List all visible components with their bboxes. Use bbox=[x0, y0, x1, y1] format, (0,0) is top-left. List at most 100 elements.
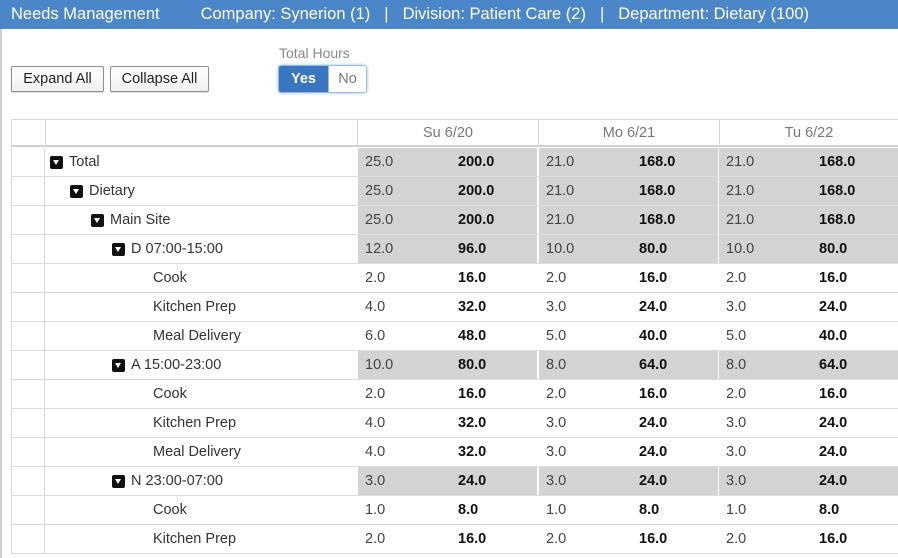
total-hours-toggle[interactable]: Yes No bbox=[278, 65, 367, 93]
staff-count: 12.0 bbox=[365, 241, 394, 257]
total-hours: 40.0 bbox=[639, 328, 668, 344]
row-gutter bbox=[11, 496, 45, 524]
day-cell[interactable]: 8.0 64.0 bbox=[719, 351, 898, 379]
total-hours: 40.0 bbox=[819, 328, 848, 344]
day-cell[interactable]: 2.0 16.0 bbox=[719, 264, 898, 292]
day-cell[interactable]: 2.0 16.0 bbox=[358, 380, 537, 408]
total-hours: 200.0 bbox=[458, 154, 495, 170]
row-label[interactable]: Main Site bbox=[91, 206, 170, 234]
day-cell[interactable]: 4.0 32.0 bbox=[358, 438, 537, 466]
total-hours: 24.0 bbox=[819, 299, 848, 315]
day-cell[interactable]: 4.0 32.0 bbox=[358, 293, 537, 321]
row-label[interactable]: Total bbox=[50, 148, 100, 176]
row-label[interactable]: A 15:00-23:00 bbox=[112, 351, 221, 379]
day-cell[interactable]: 6.0 48.0 bbox=[358, 322, 537, 350]
day-cell[interactable]: 3.0 24.0 bbox=[719, 438, 898, 466]
total-hours: 16.0 bbox=[639, 531, 668, 547]
row-label-text: Kitchen Prep bbox=[153, 299, 237, 315]
day-cell[interactable]: 3.0 24.0 bbox=[539, 409, 718, 437]
staff-count: 25.0 bbox=[365, 212, 394, 228]
company-filter[interactable]: Company: Synerion (1) bbox=[200, 5, 371, 23]
day-cell[interactable]: 21.0 168.0 bbox=[719, 206, 898, 234]
total-hours: 32.0 bbox=[458, 299, 487, 315]
row-gutter bbox=[11, 525, 45, 553]
day-cell[interactable]: 21.0 168.0 bbox=[539, 206, 718, 234]
group-row: N 23:00-07:00 3.0 24.0 3.0 24.0 3.0 24.0 bbox=[11, 467, 898, 496]
staff-count: 2.0 bbox=[365, 270, 386, 286]
day-cell[interactable]: 10.0 80.0 bbox=[539, 235, 718, 263]
staff-count: 3.0 bbox=[546, 415, 567, 431]
staff-count: 3.0 bbox=[546, 473, 567, 489]
day-cell[interactable]: 25.0 200.0 bbox=[358, 148, 537, 176]
day-cell[interactable]: 12.0 96.0 bbox=[358, 235, 537, 263]
staff-count: 2.0 bbox=[726, 386, 747, 402]
row-label-text: Meal Delivery bbox=[153, 444, 241, 460]
collapse-all-button[interactable]: Collapse All bbox=[110, 66, 209, 92]
day-cell[interactable]: 21.0 168.0 bbox=[539, 177, 718, 205]
table-row: Kitchen Prep 4.0 32.0 3.0 24.0 3.0 24.0 bbox=[11, 409, 898, 438]
day-cell[interactable]: 1.0 8.0 bbox=[358, 496, 537, 524]
day-cell[interactable]: 25.0 200.0 bbox=[358, 206, 537, 234]
row-label[interactable]: N 23:00-07:00 bbox=[112, 467, 223, 495]
caret-down-icon[interactable] bbox=[70, 184, 83, 198]
day-cell[interactable]: 3.0 24.0 bbox=[719, 409, 898, 437]
row-gutter bbox=[11, 380, 45, 408]
day-cell[interactable]: 25.0 200.0 bbox=[358, 177, 537, 205]
caret-down-icon[interactable] bbox=[112, 358, 125, 372]
row-label[interactable]: D 07:00-15:00 bbox=[112, 235, 223, 263]
day-cell[interactable]: 10.0 80.0 bbox=[719, 235, 898, 263]
day-cell[interactable]: 1.0 8.0 bbox=[719, 496, 898, 524]
total-hours: 80.0 bbox=[639, 241, 668, 257]
row-label: Cook bbox=[153, 380, 187, 408]
department-filter[interactable]: Department: Dietary (100) bbox=[618, 5, 810, 23]
day-cell[interactable]: 3.0 24.0 bbox=[539, 293, 718, 321]
total-hours: 8.0 bbox=[458, 502, 479, 518]
day-cell[interactable]: 21.0 168.0 bbox=[719, 148, 898, 176]
day-cell[interactable]: 5.0 40.0 bbox=[719, 322, 898, 350]
day-cell[interactable]: 3.0 24.0 bbox=[358, 467, 537, 495]
total-hours: 64.0 bbox=[819, 357, 848, 373]
total-hours: 168.0 bbox=[639, 183, 676, 199]
row-gutter bbox=[11, 148, 45, 176]
day-cell[interactable]: 3.0 24.0 bbox=[539, 438, 718, 466]
day-cell[interactable]: 21.0 168.0 bbox=[719, 177, 898, 205]
day-cell[interactable]: 5.0 40.0 bbox=[539, 322, 718, 350]
day-cell[interactable]: 3.0 24.0 bbox=[719, 293, 898, 321]
row-label[interactable]: Dietary bbox=[70, 177, 135, 205]
group-row: Total 25.0 200.0 21.0 168.0 21.0 168.0 bbox=[11, 148, 898, 177]
staff-count: 21.0 bbox=[546, 154, 575, 170]
staff-count: 3.0 bbox=[726, 473, 747, 489]
caret-down-icon[interactable] bbox=[50, 155, 63, 169]
day-cell[interactable]: 3.0 24.0 bbox=[719, 467, 898, 495]
row-label-text: Meal Delivery bbox=[153, 328, 241, 344]
separator: | bbox=[599, 5, 605, 23]
day-cell[interactable]: 4.0 32.0 bbox=[358, 409, 537, 437]
staff-count: 4.0 bbox=[365, 415, 386, 431]
caret-down-icon[interactable] bbox=[91, 213, 104, 227]
division-filter[interactable]: Division: Patient Care (2) bbox=[402, 5, 586, 23]
toggle-no[interactable]: No bbox=[328, 66, 366, 92]
day-cell[interactable]: 1.0 8.0 bbox=[539, 496, 718, 524]
row-label-text: Total bbox=[69, 154, 100, 170]
day-cell[interactable]: 10.0 80.0 bbox=[358, 351, 537, 379]
day-cell[interactable]: 2.0 16.0 bbox=[539, 525, 718, 553]
day-cell[interactable]: 2.0 16.0 bbox=[358, 264, 537, 292]
day-cell[interactable]: 2.0 16.0 bbox=[719, 380, 898, 408]
caret-down-icon[interactable] bbox=[112, 474, 125, 488]
row-label-text: N 23:00-07:00 bbox=[131, 473, 223, 489]
caret-down-icon[interactable] bbox=[112, 242, 125, 256]
day-cell[interactable]: 8.0 64.0 bbox=[539, 351, 718, 379]
day-cell[interactable]: 2.0 16.0 bbox=[539, 380, 718, 408]
total-hours: 16.0 bbox=[819, 386, 848, 402]
day-cell[interactable]: 2.0 16.0 bbox=[719, 525, 898, 553]
toggle-yes[interactable]: Yes bbox=[279, 66, 328, 92]
staff-count: 5.0 bbox=[546, 328, 567, 344]
row-gutter bbox=[11, 467, 45, 495]
day-cell[interactable]: 3.0 24.0 bbox=[539, 467, 718, 495]
day-cell[interactable]: 2.0 16.0 bbox=[539, 264, 718, 292]
day-cell[interactable]: 21.0 168.0 bbox=[539, 148, 718, 176]
row-label-text: Main Site bbox=[110, 212, 171, 228]
day-cell[interactable]: 2.0 16.0 bbox=[358, 525, 537, 553]
row-label: Meal Delivery bbox=[153, 438, 241, 466]
expand-all-button[interactable]: Expand All bbox=[11, 66, 104, 92]
